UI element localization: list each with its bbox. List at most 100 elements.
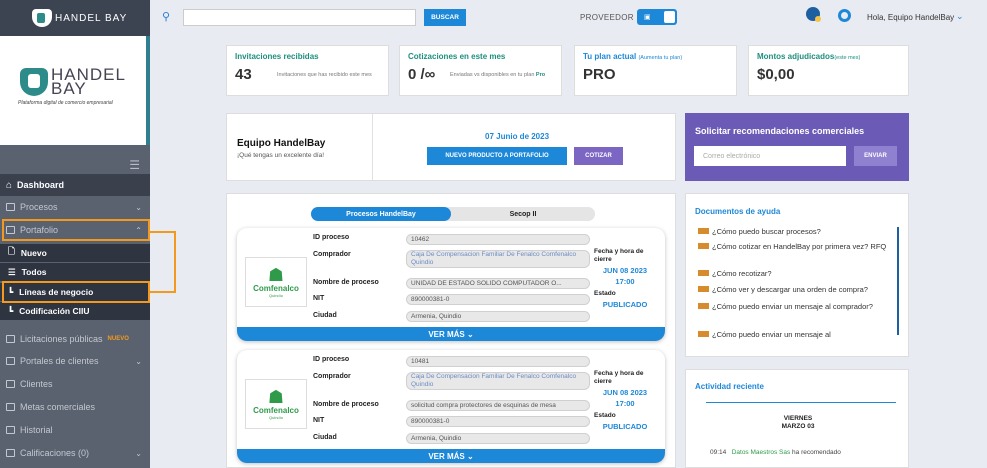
help-icon[interactable] xyxy=(838,9,851,22)
new-product-button[interactable]: NUEVO PRODUCTO A PORTAFOLIO xyxy=(427,147,567,165)
value-nit: 890000381-0 xyxy=(406,294,590,305)
doc-link[interactable]: ¿Cómo ver y descargar una orden de compr… xyxy=(698,285,894,295)
user-greeting[interactable]: Hola, Equipo HandelBay xyxy=(867,13,955,22)
highlight-portafolio xyxy=(2,219,150,241)
stat-title-note: (este mes) xyxy=(834,55,861,61)
brand-tagline: Plataforma digital de comercio empresari… xyxy=(18,100,113,106)
book-icon xyxy=(698,303,709,309)
provider-toggle[interactable]: ▣ xyxy=(637,9,677,25)
help-docs-panel: Documentos de ayuda ¿Cómo puedo buscar p… xyxy=(685,193,909,357)
stat-desc: Enviadas vs disponibles en tu plan Pro xyxy=(450,72,546,78)
book-icon xyxy=(698,228,709,234)
label-id: ID proceso xyxy=(313,356,350,363)
search-icon[interactable]: ⚲ xyxy=(162,11,171,23)
sidebar-subitem-todos[interactable]: ☰ Todos xyxy=(0,263,150,281)
sidebar-item-label: Calificaciones (0) xyxy=(20,448,90,458)
docs-scrollbar[interactable] xyxy=(897,227,899,335)
sidebar-subitem-lineas[interactable]: ┗ Líneas de negocio xyxy=(0,283,150,301)
folder-icon xyxy=(6,335,15,343)
label-buyer: Comprador xyxy=(313,251,351,258)
sidebar-subitem-nuevo[interactable]: 🗋 Nuevo xyxy=(0,244,150,262)
chevron-down-icon: ⌄ xyxy=(135,356,142,366)
process-card: ☗ Comfenalco Quindío ID proceso 10462 Co… xyxy=(237,228,665,341)
search-input[interactable] xyxy=(183,9,416,26)
sidebar-item-portafolio[interactable]: Portafolio ⌃ xyxy=(0,219,150,241)
tab-secop[interactable]: Secop II xyxy=(509,210,537,218)
welcome-subtitle: ¡Qué tengas un excelente día! xyxy=(237,152,325,159)
doc-link[interactable]: ¿Cómo puedo enviar un mensaje al comprad… xyxy=(698,302,894,312)
stat-plan: Tu plan actual (Aumenta tu plan) PRO xyxy=(574,45,737,96)
see-more-button[interactable]: VER MÁS ⌄ xyxy=(237,449,665,463)
see-more-button[interactable]: VER MÁS ⌄ xyxy=(237,327,665,341)
label-close: Fecha y hora de cierre xyxy=(594,248,644,263)
history-icon xyxy=(6,426,15,434)
activity-item: 09:14 Datos Maestros Sas ha recomendado xyxy=(710,449,841,456)
people-icon: ☗ xyxy=(267,387,285,407)
value-date: JUN 08 2023 xyxy=(602,266,648,275)
sidebar-item-metas[interactable]: Metas comerciales xyxy=(0,396,150,418)
plan-name: Pro xyxy=(535,72,546,78)
brand-name-2: BAY xyxy=(51,79,87,98)
tree-icon: ┗ xyxy=(8,286,14,297)
label-id: ID proceso xyxy=(313,234,350,241)
label-status: Estado xyxy=(594,290,616,297)
sidebar-item-label: Procesos xyxy=(20,202,58,212)
menu-toggle-icon[interactable]: ☰ xyxy=(129,158,140,172)
brand-logo-small[interactable]: HANDEL BAY xyxy=(32,9,127,27)
sidebar-item-dashboard[interactable]: ⌂ Dashboard xyxy=(0,174,150,196)
upgrade-plan-link[interactable]: (Aumenta tu plan) xyxy=(638,55,683,61)
label-status: Estado xyxy=(594,412,616,419)
brand-name-small: HANDEL BAY xyxy=(55,12,128,24)
stat-value: PRO xyxy=(583,66,616,83)
label-nit: NIT xyxy=(313,295,325,302)
new-badge: NUEVO xyxy=(107,336,129,342)
search-button[interactable]: BUSCAR xyxy=(424,9,466,26)
notifications-icon[interactable] xyxy=(806,7,821,22)
sidebar-item-licitaciones[interactable]: Licitaciones públicas NUEVO xyxy=(0,328,150,350)
sidebar-item-portales[interactable]: Portales de clientes ⌄ xyxy=(0,350,150,372)
highlight-lineas xyxy=(2,281,150,303)
portal-icon xyxy=(6,357,15,365)
chevron-up-icon: ⌃ xyxy=(135,225,142,235)
stat-title: Cotizaciones en este mes xyxy=(408,52,506,61)
chevron-down-icon: ⌄ xyxy=(135,202,142,212)
sidebar-subitem-ciiu[interactable]: ┗ Codificación CIIU xyxy=(0,302,150,320)
divider xyxy=(706,402,896,403)
value-city: Armenia, Quindio xyxy=(406,311,590,322)
clients-icon xyxy=(6,380,15,388)
sidebar-item-historial[interactable]: Historial xyxy=(0,419,150,441)
quote-button[interactable]: COTIZAR xyxy=(574,147,623,165)
current-date: 07 Junio de 2023 xyxy=(485,132,550,141)
doc-link[interactable]: ¿Cómo cotizar en HandelBay por primera v… xyxy=(698,242,894,252)
label-buyer: Comprador xyxy=(313,373,351,380)
sidebar-item-label: Clientes xyxy=(20,379,53,389)
email-field[interactable]: Correo electrónico xyxy=(694,146,846,166)
send-button[interactable]: ENVIAR xyxy=(854,146,897,166)
top-bar: ⚲ BUSCAR PROVEEDOR ▣ Hola, Equipo Handel… xyxy=(150,0,987,36)
chevron-down-icon[interactable]: ⌄ xyxy=(956,11,964,21)
doc-link[interactable]: ¿Cómo puedo buscar procesos? xyxy=(698,227,894,237)
activity-panel: Actividad reciente VIERNES MARZO 03 09:1… xyxy=(685,369,909,468)
welcome-title: Equipo HandelBay xyxy=(237,138,326,149)
divider xyxy=(372,114,373,180)
value-time: 17:00 xyxy=(615,399,635,408)
sidebar-item-clientes[interactable]: Clientes xyxy=(0,373,150,395)
page-scrollbar[interactable] xyxy=(977,36,987,468)
doc-link[interactable]: ¿Cómo recotizar? xyxy=(698,269,894,279)
stat-montos: Montos adjudicados(este mes) $0,00 xyxy=(748,45,909,96)
value-buyer: Caja De Compensacion Familiar De Fenalco… xyxy=(406,250,590,268)
tab-procesos-handelbay[interactable]: Procesos HandelBay xyxy=(311,207,451,221)
sidebar-item-calificaciones[interactable]: Calificaciones (0) ⌄ xyxy=(0,442,150,464)
stat-value: $0,00 xyxy=(757,66,795,83)
book-icon xyxy=(698,331,709,337)
stat-invitaciones: Invitaciones recibidas 43 Invitaciones q… xyxy=(226,45,389,96)
list-icon: ☰ xyxy=(8,266,16,277)
stat-cotizaciones: Cotizaciones en este mes 0 /∞ Enviadas v… xyxy=(399,45,562,96)
toggle-knob xyxy=(664,11,675,23)
sidebar-item-procesos[interactable]: Procesos ⌄ xyxy=(0,196,150,218)
value-date: JUN 08 2023 xyxy=(602,388,648,397)
doc-link[interactable]: ¿Cómo puedo enviar un mensaje al xyxy=(698,330,894,340)
process-panel: Procesos HandelBay Secop II ☗ Comfenalco… xyxy=(226,193,676,468)
value-nit: 890000381-0 xyxy=(406,416,590,427)
activity-actor-link[interactable]: Datos Maestros Sas xyxy=(731,449,791,456)
